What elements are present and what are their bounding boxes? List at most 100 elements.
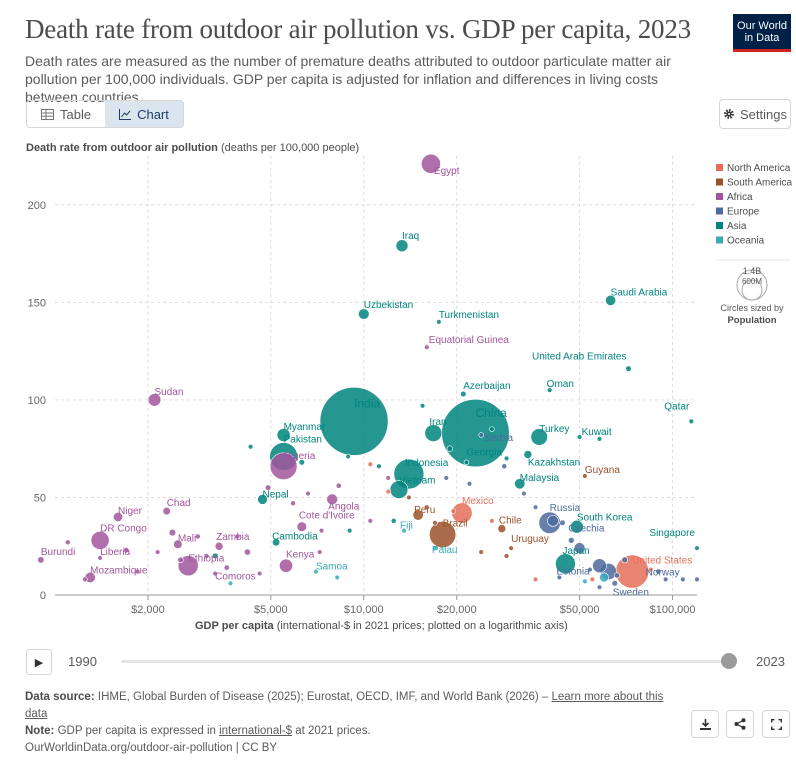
- point-label: Equatorial Guinea: [429, 335, 509, 346]
- point-label: Uzbekistan: [364, 300, 413, 311]
- data-point: [223, 564, 230, 571]
- settings-label: Settings: [740, 106, 787, 122]
- x-tick-label: $20,000: [437, 604, 477, 616]
- note-line: Note: GDP per capita is expressed in int…: [25, 723, 685, 740]
- play-icon: ▶: [34, 656, 44, 669]
- data-point: [234, 533, 241, 540]
- timeline-start-year: 1990: [68, 654, 97, 669]
- data-point: [305, 490, 311, 497]
- data-point: [501, 463, 508, 470]
- data-point: [385, 488, 391, 495]
- data-point: [694, 576, 700, 583]
- data-point: [613, 572, 620, 579]
- point-label: Kuwait: [582, 427, 612, 438]
- point-label: Egypt: [434, 166, 460, 177]
- note-label: Note:: [25, 725, 55, 737]
- data-point: [503, 455, 510, 462]
- play-button[interactable]: ▶: [26, 649, 52, 675]
- chart-subtitle: Death rates are measured as the number o…: [25, 53, 671, 105]
- legend-swatch: [716, 178, 723, 186]
- data-point: [688, 418, 694, 425]
- data-point: [401, 527, 407, 534]
- learn-more-link[interactable]: Learn more about this data: [25, 691, 664, 720]
- data-point: [346, 527, 353, 534]
- data-point: [582, 578, 588, 585]
- scatter-chart: Death rate from outdoor air pollution (d…: [26, 142, 792, 632]
- point-label: Singapore: [649, 528, 695, 539]
- data-point: [432, 520, 438, 526]
- data-point: [466, 481, 473, 487]
- download-button[interactable]: [691, 710, 719, 738]
- y-tick-label: 100: [28, 395, 46, 407]
- data-point: [532, 576, 539, 583]
- point-label: Iraq: [402, 231, 419, 242]
- data-point: [530, 428, 548, 446]
- point-label: Cote d'Ivoire: [299, 511, 355, 522]
- international-dollar-link[interactable]: international-$: [219, 725, 292, 737]
- point-label: Nigeria: [284, 451, 316, 462]
- y-axis-title: Death rate from outdoor air pollution (d…: [26, 142, 359, 154]
- data-point: [503, 553, 510, 559]
- size-legend-small-circle: [741, 279, 763, 301]
- data-point: [625, 365, 632, 372]
- footer: Data source: IHME, Global Burden of Dise…: [25, 689, 685, 757]
- gear-icon: [724, 109, 734, 119]
- data-point: [559, 519, 566, 526]
- data-point: [546, 387, 553, 393]
- point-label: Saudi Arabia: [611, 287, 668, 298]
- point-label: DR Congo: [100, 523, 147, 534]
- source-url[interactable]: OurWorldinData.org/outdoor-air-pollution…: [25, 742, 278, 754]
- data-point: [478, 549, 484, 555]
- owid-logo[interactable]: Our World in Data: [733, 14, 791, 52]
- legend-label: South America: [727, 178, 792, 189]
- fullscreen-button[interactable]: [762, 710, 790, 738]
- tab-chart[interactable]: Chart: [105, 101, 183, 127]
- timeline-end-year: 2023: [756, 654, 785, 669]
- settings-button[interactable]: Settings: [719, 99, 791, 129]
- data-point: [429, 520, 457, 549]
- tab-table[interactable]: Table: [27, 101, 105, 127]
- timeline-handle[interactable]: [721, 653, 737, 669]
- download-icon: [699, 718, 711, 730]
- data-point: [568, 537, 575, 544]
- data-point: [573, 542, 586, 555]
- size-legend-note: Circles sized by: [720, 303, 784, 313]
- data-point: [37, 556, 45, 564]
- x-axis-title-main: GDP per capita: [195, 620, 275, 632]
- point-label: South Korea: [577, 513, 633, 524]
- point-label: Guyana: [585, 465, 620, 476]
- legend-label: Asia: [727, 221, 747, 232]
- data-point: [589, 576, 596, 583]
- data-point: [147, 393, 162, 407]
- point-label: Estonia: [556, 566, 590, 577]
- data-point: [256, 570, 263, 577]
- data-point: [385, 475, 391, 481]
- data-point: [521, 490, 527, 497]
- point-label: Sudan: [154, 387, 183, 398]
- data-point: [264, 484, 272, 491]
- fullscreen-icon: [770, 718, 782, 730]
- data-point: [605, 294, 617, 306]
- data-point: [446, 445, 453, 452]
- data-point: [335, 482, 342, 489]
- data-point: [82, 576, 88, 583]
- y-axis-title-unit: (deaths per 100,000 people): [221, 142, 359, 154]
- timeline-track[interactable]: [121, 660, 731, 663]
- point-labels: Egypt Iraq Saudi Arabia Uzbekistan Turkmenis…: [41, 166, 696, 598]
- share-button[interactable]: [726, 710, 754, 738]
- data-point: [204, 553, 210, 559]
- logo-line-2: in Data: [744, 32, 780, 44]
- point-label: Palau: [432, 545, 458, 556]
- x-axis-title-unit: (international-$ in 2021 prices; plotted…: [277, 620, 568, 632]
- data-point: [570, 519, 584, 534]
- point-label: Myanmar: [284, 422, 326, 433]
- point-label: Malaysia: [520, 473, 560, 484]
- data-point: [576, 434, 583, 440]
- point-label: United States: [632, 556, 692, 567]
- data-point: [376, 463, 382, 469]
- timeline: ▶ 1990 2023: [0, 645, 796, 675]
- data-point: [582, 473, 588, 479]
- logo-line-1: Our World: [737, 20, 787, 32]
- point-label: Mexico: [462, 496, 494, 507]
- data-point: [655, 568, 662, 575]
